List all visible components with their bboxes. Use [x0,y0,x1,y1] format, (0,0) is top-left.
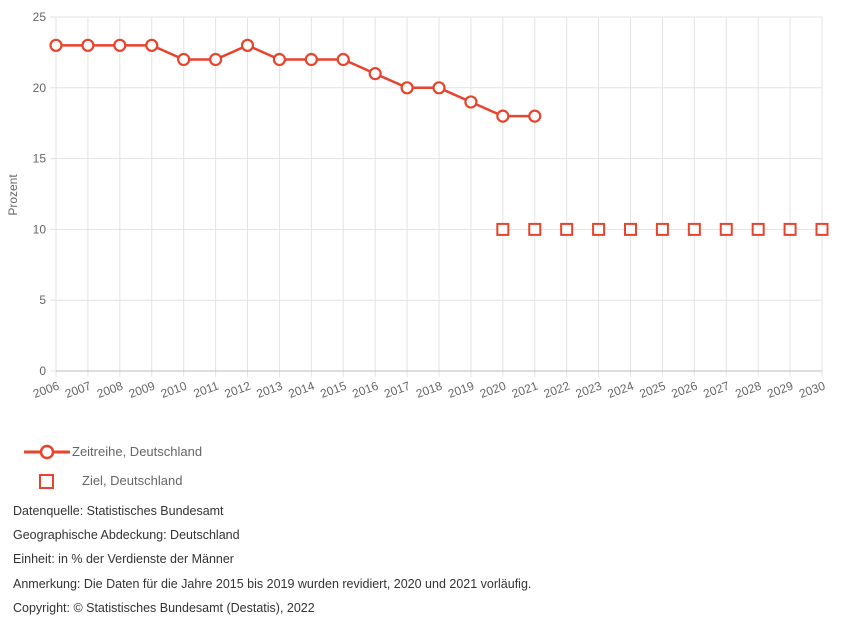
x-tick-label: 2024 [606,379,636,401]
target-point[interactable] [624,222,637,236]
x-tick-label: 2017 [382,379,412,401]
data-point[interactable] [528,109,542,123]
data-point[interactable] [464,95,478,109]
data-point[interactable] [240,38,255,52]
x-tick-label: 2014 [286,379,316,401]
target-point[interactable] [496,222,510,236]
x-tick-label: 2028 [733,379,763,401]
x-tick-label: 2011 [192,379,221,401]
x-axis-ticks: 2006 2007 2008 2009 2010 2011 2012 2013 2014 2015… [31,379,827,401]
x-tick-label: 2025 [638,379,668,401]
chart-notes: Datenquelle: Statistisches Bundesamt Geo… [13,499,531,620]
target-point[interactable] [528,222,542,236]
x-tick-label: 2008 [95,379,125,401]
legend-item-ziel[interactable]: Ziel, Deutschland [24,466,202,495]
y-axis-ticks: 0 5 10 15 20 25 [33,10,47,378]
note-source: Datenquelle: Statistisches Bundesamt [13,504,224,518]
data-point[interactable] [304,52,318,67]
legend-label-ziel: Ziel, Deutschland [82,473,183,488]
x-tick-label: 2013 [255,379,285,401]
note-remark: Anmerkung: Die Daten für die Jahre 2015 … [13,576,532,591]
x-tick-label: 2015 [318,379,348,401]
y-tick-label: 25 [33,10,47,24]
target-point[interactable] [687,222,701,236]
note-unit: Einheit: in % der Verdienste der Männer [13,552,234,567]
chart-grid [50,16,823,377]
x-tick-label: 2019 [446,379,476,401]
data-point[interactable] [272,52,287,67]
legend-square-icon [39,473,54,489]
x-tick-label: 2027 [701,379,731,401]
data-point[interactable] [432,81,446,95]
data-point[interactable] [145,38,159,52]
target-point[interactable] [783,222,797,236]
x-tick-label: 2009 [127,379,157,401]
target-point[interactable] [751,222,765,236]
data-point[interactable] [368,67,382,81]
x-tick-label: 2010 [159,379,189,401]
series-1 [496,222,829,236]
note-copyright: Copyright: © Statistisches Bundesamt (De… [13,600,315,615]
note-coverage: Geographische Abdeckung: Deutschland [13,528,240,543]
x-tick-label: 2006 [31,379,61,401]
x-tick-label: 2012 [223,379,253,401]
x-tick-label: 2026 [669,379,699,401]
y-tick-label: 10 [33,222,47,236]
data-point[interactable] [336,52,350,67]
legend-item-zeitreihe[interactable]: Zeitreihe, Deutschland [24,437,202,466]
x-tick-label: 2022 [542,379,572,401]
data-point[interactable] [81,38,95,52]
data-point[interactable] [177,52,191,67]
data-point[interactable] [49,38,63,52]
data-point[interactable] [400,81,414,95]
y-tick-label: 0 [39,364,46,378]
target-point[interactable] [815,222,829,236]
x-tick-label: 2030 [797,379,827,401]
legend-label-zeitreihe: Zeitreihe, Deutschland [72,444,203,459]
y-tick-label: 15 [33,152,47,166]
y-tick-label: 5 [39,293,46,307]
x-tick-label: 2029 [765,379,795,401]
data-point[interactable] [113,38,127,52]
legend: Zeitreihe, Deutschland Ziel, Deutschland [24,437,202,495]
x-tick-label: 2016 [350,379,380,401]
x-tick-label: 2018 [414,379,444,401]
x-tick-label: 2007 [63,379,93,401]
legend-line-circle-icon [24,444,70,459]
target-point[interactable] [560,222,574,236]
target-point[interactable] [592,222,606,236]
y-axis-title: Prozent [6,174,20,216]
x-tick-label: 2021 [510,379,540,401]
series-line [56,43,535,118]
target-point[interactable] [719,222,733,236]
series-0 [49,38,542,123]
y-tick-label: 20 [33,81,47,95]
data-point[interactable] [208,52,223,67]
data-point[interactable] [496,109,510,123]
target-point[interactable] [655,222,669,236]
x-tick-label: 2023 [574,379,604,401]
series-layer [49,38,829,236]
x-tick-label: 2020 [478,379,508,401]
